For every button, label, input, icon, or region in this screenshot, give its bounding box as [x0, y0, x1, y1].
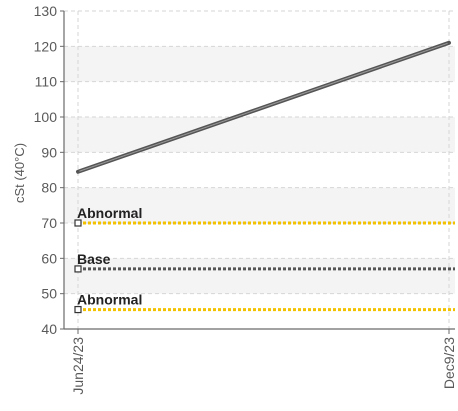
- series-highlight-0: [77, 42, 450, 173]
- background-bands: [64, 46, 455, 294]
- y-tick-label-120: 120: [34, 38, 58, 54]
- y-tick-label-110: 110: [35, 74, 58, 90]
- ref-label-2: Abnormal: [77, 292, 142, 308]
- band-110: [64, 46, 455, 82]
- band-50: [64, 258, 455, 294]
- y-tick-labels: 40 50 60 70 80 90 100 110 120 130: [34, 3, 58, 337]
- y-tick-label-40: 40: [41, 321, 57, 337]
- y-tick-label-60: 60: [41, 250, 57, 266]
- y-tick-label-90: 90: [41, 144, 57, 160]
- x-tick-label-1: Dec9/23: [441, 337, 457, 389]
- ref-label-1: Base: [77, 251, 111, 267]
- data-series: [76, 40, 451, 174]
- ref-marker-2: [74, 305, 82, 314]
- y-axis-label: cSt (40°C): [12, 143, 27, 203]
- band-90: [64, 117, 455, 153]
- x-tick-label-0: Jun24/23: [70, 337, 86, 395]
- reference-lines: Abnormal Base Abnormal: [74, 205, 455, 314]
- data-point-0-0: [76, 170, 80, 174]
- y-tick-label-130: 130: [34, 3, 58, 19]
- band-70: [64, 187, 455, 223]
- y-tick-label-80: 80: [41, 180, 57, 196]
- ref-label-0: Abnormal: [77, 205, 142, 221]
- y-tick-label-100: 100: [34, 109, 58, 125]
- data-point-0-1: [447, 41, 451, 45]
- ref-marker-0: [74, 219, 82, 227]
- y-tick-label-70: 70: [41, 215, 57, 231]
- ref-marker-1: [74, 265, 82, 273]
- x-tick-labels: Jun24/23 Dec9/23: [70, 337, 457, 395]
- y-tick-label-50: 50: [41, 286, 57, 302]
- axes: [60, 10, 455, 334]
